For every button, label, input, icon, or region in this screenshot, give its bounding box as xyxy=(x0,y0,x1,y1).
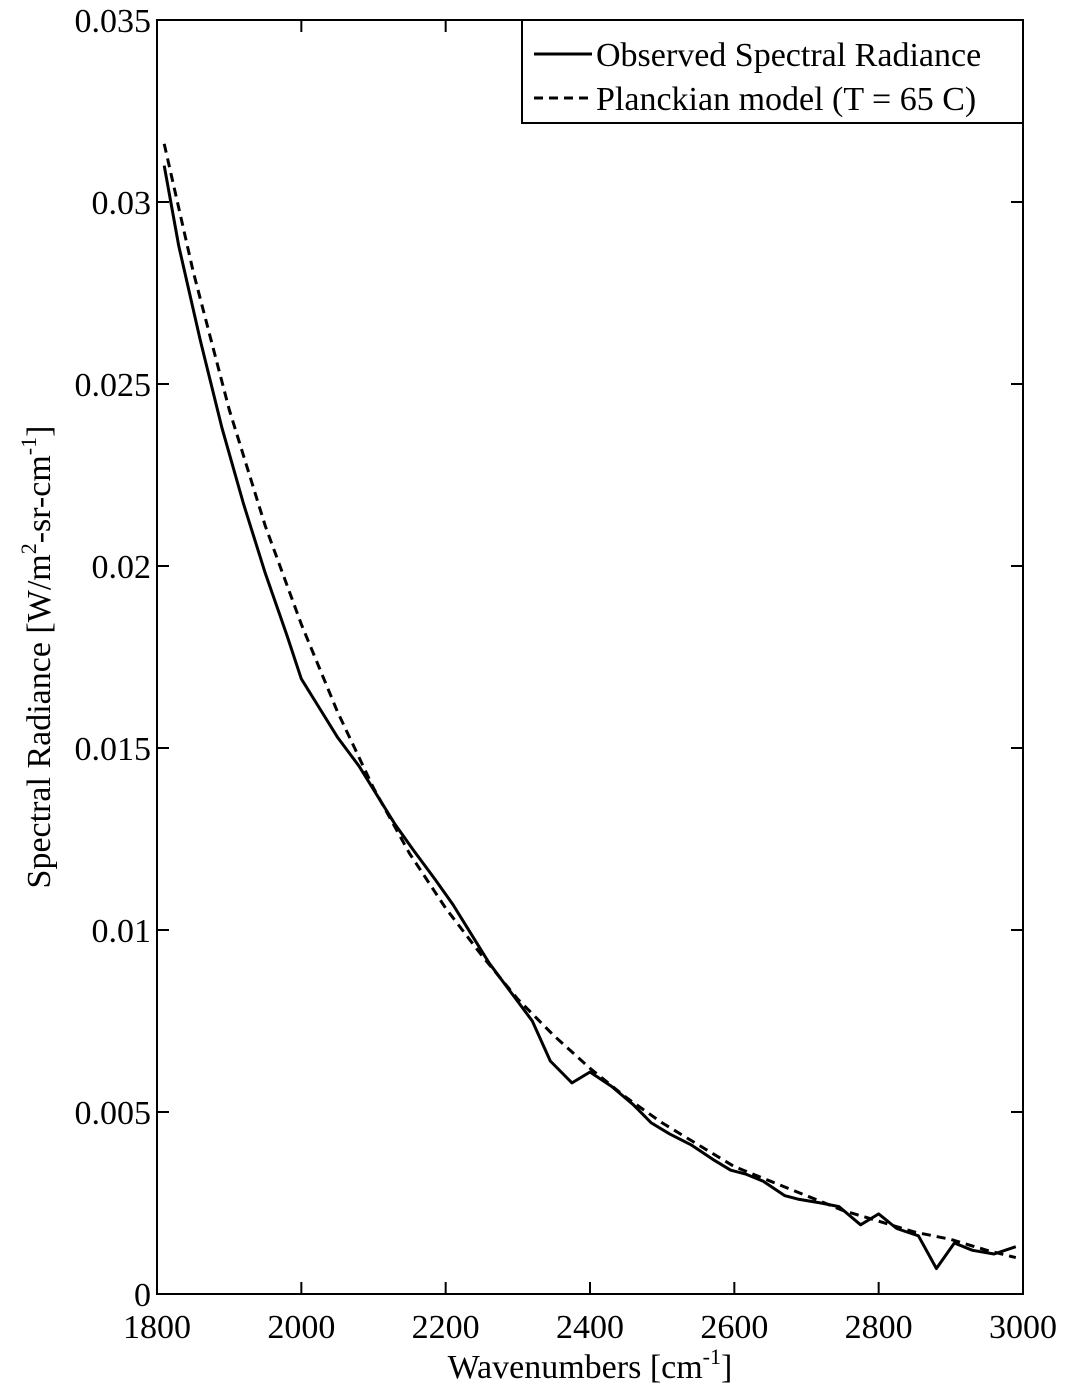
y-axis-title-part3: ] xyxy=(21,426,58,437)
plot-area xyxy=(156,19,1024,1295)
y-axis-title-sup2: -1 xyxy=(16,437,41,455)
x-tick-label: 2200 xyxy=(412,1309,480,1346)
x-axis-title-end: ] xyxy=(721,1349,732,1386)
labels-layer: 1800 2000 2200 2400 2600 2800 3000 0 0.005 0.01 0.… xyxy=(75,3,1058,1346)
x-tick-label: 2000 xyxy=(267,1309,335,1346)
legend-box xyxy=(521,19,1024,124)
y-tick-label: 0.03 xyxy=(92,185,152,222)
y-axis-title-sup1: 2 xyxy=(16,543,41,554)
x-tick-label: 2400 xyxy=(556,1309,624,1346)
x-tick-label: 3000 xyxy=(989,1309,1057,1346)
x-axis-title-main: Wavenumbers [cm xyxy=(448,1349,703,1386)
y-tick-label: 0.025 xyxy=(75,367,152,404)
x-axis-title: Wavenumbers [cm-1] xyxy=(448,1344,733,1386)
y-tick-label: 0.005 xyxy=(75,1095,152,1132)
y-axis-title: Spectral Radiance [W/m2-sr-cm-1] xyxy=(16,426,58,889)
plot-frame xyxy=(156,19,1024,1295)
y-tick-label: 0.01 xyxy=(92,913,152,950)
legend-label-planckian: Planckian model (T = 65 C) xyxy=(596,81,976,118)
y-tick-label: 0 xyxy=(134,1277,151,1314)
legend: Observed Spectral Radiance Planckian mod… xyxy=(521,19,1024,124)
x-tick-label: 1800 xyxy=(123,1309,191,1346)
x-tick-label: 2600 xyxy=(700,1309,768,1346)
y-tick-label: 0.035 xyxy=(75,3,152,40)
x-tick-label: 2800 xyxy=(845,1309,913,1346)
y-axis-title-part2: -sr-cm xyxy=(21,455,58,543)
y-tick-label: 0.02 xyxy=(92,549,152,586)
y-tick-label: 0.015 xyxy=(75,731,152,768)
legend-label-observed: Observed Spectral Radiance xyxy=(596,37,981,74)
x-axis-title-sup: -1 xyxy=(703,1344,721,1369)
y-axis-title-part1: Spectral Radiance [W/m xyxy=(21,554,58,888)
series-line-observed xyxy=(162,165,1017,1270)
series-line-planckian xyxy=(162,143,1017,1260)
series-layer xyxy=(162,143,1017,1270)
